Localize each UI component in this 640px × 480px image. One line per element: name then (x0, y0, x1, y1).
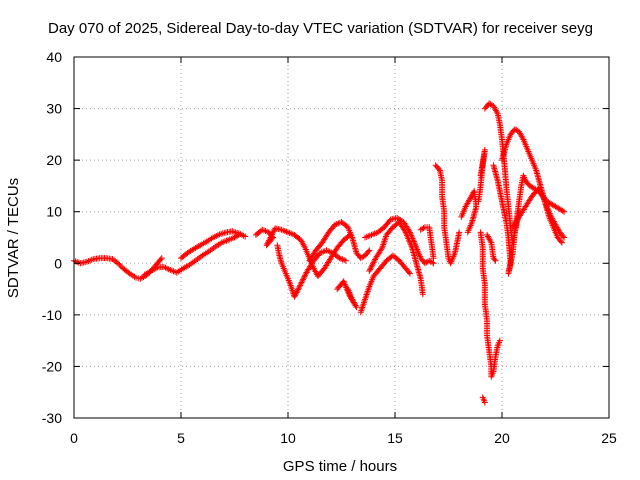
y-tick-label: -20 (42, 358, 62, 374)
series-arc-b (141, 231, 242, 278)
grid-lines (74, 57, 609, 418)
data-point (430, 255, 437, 262)
data-point (299, 278, 306, 285)
y-tick-label: -30 (42, 410, 62, 426)
data-point (302, 270, 309, 277)
x-tick-label: 20 (494, 430, 510, 446)
data-point (293, 289, 300, 296)
data-point (342, 257, 349, 264)
x-tick-label: 0 (70, 430, 78, 446)
data-point (561, 208, 568, 215)
data-point (429, 259, 436, 266)
data-point (296, 283, 303, 290)
chart-title: Day 070 of 2025, Sidereal Day-to-day VTE… (48, 20, 593, 37)
data-point (558, 239, 565, 246)
data-point (367, 265, 374, 272)
data-point (367, 266, 374, 273)
data-point (291, 293, 298, 300)
data-point (378, 246, 385, 253)
data-point (405, 269, 412, 276)
data-point (295, 285, 302, 292)
data-point (299, 276, 306, 283)
data-point (292, 292, 299, 299)
x-tick-label: 15 (387, 430, 403, 446)
series-arc-v (484, 231, 499, 264)
data-point (300, 275, 307, 282)
data-point (302, 272, 309, 279)
data-point (559, 207, 566, 214)
data-point (344, 286, 351, 293)
series-arc-g (306, 219, 373, 264)
y-tick-label: 10 (46, 204, 62, 220)
series-arc-h (334, 278, 360, 311)
tick-labels: 0 5 10 15 20 25 -30 -20 -10 0 10 20 30 40 (42, 49, 617, 446)
x-axis-label: GPS time / hours (283, 458, 397, 475)
data-point (294, 288, 301, 295)
data-point (158, 255, 165, 262)
series-arc-c (178, 228, 249, 262)
data-point (492, 257, 499, 264)
series-arc-m (432, 162, 463, 267)
series-arc-p (477, 229, 503, 380)
y-tick-label: 20 (46, 152, 62, 168)
data-point (430, 260, 437, 267)
data-point (481, 399, 488, 406)
series-arc-l (417, 224, 437, 262)
data-point (496, 337, 503, 344)
data-point (242, 233, 249, 240)
y-tick-label: 30 (46, 101, 62, 117)
data-marks (71, 100, 568, 406)
data-point (456, 229, 463, 236)
plot-frame (73, 56, 610, 419)
data-point (294, 286, 301, 293)
series-arc-k (366, 219, 426, 298)
data-point (491, 256, 498, 263)
y-tick-label: 0 (54, 255, 62, 271)
y-tick-label: -10 (42, 307, 62, 323)
data-point (420, 225, 427, 232)
series-arc-u (509, 185, 568, 241)
series-arc-s (490, 162, 523, 277)
data-point (297, 282, 304, 289)
data-point (477, 172, 484, 179)
data-point (435, 166, 442, 173)
data-point (369, 260, 376, 267)
data-point (365, 248, 372, 255)
data-point (297, 280, 304, 287)
x-tick-label: 10 (280, 430, 296, 446)
data-point (301, 273, 308, 280)
data-point (401, 227, 408, 234)
data-point (559, 233, 566, 240)
data-point (292, 290, 299, 297)
data-point (366, 268, 373, 275)
x-tick-label: 25 (601, 430, 617, 446)
data-point (157, 256, 164, 263)
data-point (464, 229, 471, 236)
data-point (369, 262, 376, 269)
series-arc-o (475, 146, 488, 205)
series-arc-j (362, 214, 437, 267)
series-arc-e (274, 242, 349, 300)
data-point (406, 270, 413, 277)
data-point (419, 291, 426, 298)
series-arc-f (285, 229, 354, 280)
data-point (298, 279, 305, 286)
y-axis-label: SDTVAR / TECUs (5, 178, 22, 298)
data-point (366, 247, 373, 254)
x-tick-label: 5 (177, 430, 185, 446)
data-point (368, 263, 375, 270)
series-arc-n (458, 188, 480, 236)
data-point (557, 238, 564, 245)
data-point (371, 257, 378, 264)
series-arc-q (479, 394, 488, 406)
data-point (370, 259, 377, 266)
data-point (561, 234, 568, 241)
series-arc-i (357, 252, 413, 316)
y-tick-label: 40 (46, 49, 62, 65)
axis-ticks (73, 56, 610, 419)
